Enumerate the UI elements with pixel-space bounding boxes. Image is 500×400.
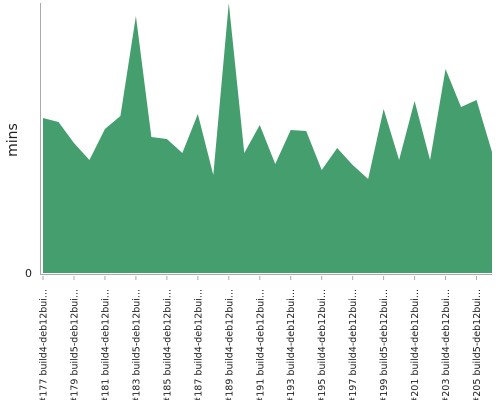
y-axis-label: mins [5,123,21,157]
x-tick-label: #179 build5-deb12bui... [69,289,80,400]
x-tick-label: #181 build4-deb12bui... [100,289,111,400]
x-tick-label: #183 build5-deb12bui... [131,289,142,400]
x-tick-label: #205 build5-deb12bui... [472,289,483,400]
x-tick-label: #199 build5-deb12bui... [379,289,390,400]
x-tick-label: #185 build4-deb12bui... [162,289,173,400]
x-tick-label: #193 build4-deb12bui... [286,289,297,400]
x-tick-label: #177 build4-deb12bui... [39,289,50,400]
x-tick-label: #201 build4-deb12bui... [410,289,421,400]
x-tick-label: #203 build4-deb12bui... [441,289,452,400]
x-tick-label: #187 build4-deb12bui... [193,289,204,400]
x-tick-label: #189 build4-deb12bui... [224,289,235,400]
y-tick-label: 0 [25,267,32,280]
x-tick-label: #195 build4-deb12bui... [317,289,328,400]
area [43,3,492,273]
x-tick-label: #191 build4-deb12bui... [255,289,266,400]
x-tick-label: #197 build4-deb12bui... [348,289,359,400]
